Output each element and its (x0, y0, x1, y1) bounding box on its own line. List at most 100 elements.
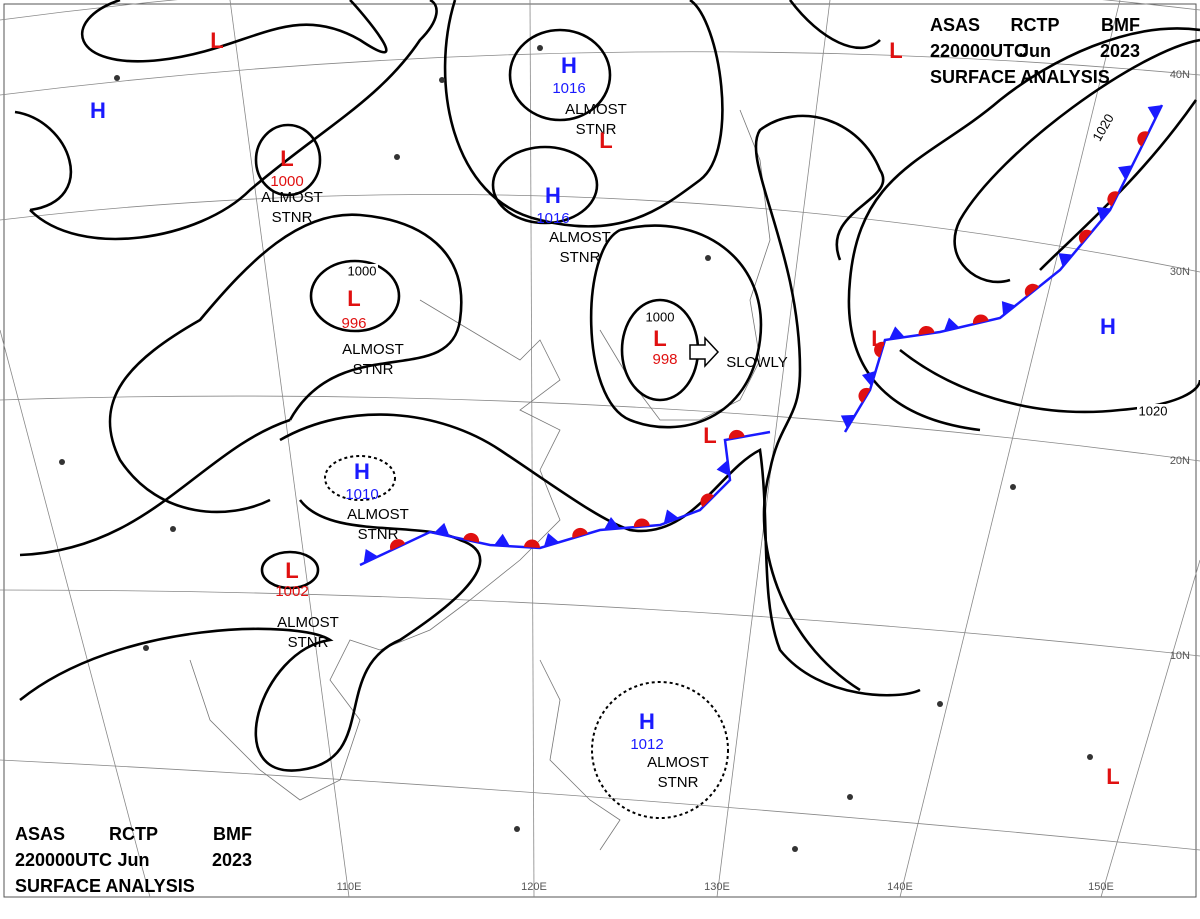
motion-text: ALMOST (261, 189, 323, 206)
isobar (254, 123, 322, 197)
high-symbol: H (561, 53, 577, 78)
longitude-label: 150E (1088, 881, 1114, 893)
isobar (443, 0, 724, 228)
header-text: Jun (1019, 41, 1051, 61)
motion-text: STNR (658, 774, 699, 791)
station (1087, 754, 1093, 760)
latitude-label: 40N (1170, 69, 1190, 81)
cold-front-barb (543, 533, 560, 547)
high-symbol: H (639, 709, 655, 734)
cold-front-barb (888, 326, 905, 340)
station (439, 77, 445, 83)
map-frame (3, 3, 1197, 898)
isobar (589, 224, 763, 429)
low-symbol: L (871, 326, 884, 351)
header-text: SURFACE ANALYSIS (15, 876, 195, 896)
high-symbol: H (354, 459, 370, 484)
motion-text: STNR (288, 634, 329, 651)
motion-arrow (689, 336, 720, 368)
lon-line (716, 0, 831, 898)
isobar-label-bg (644, 310, 676, 326)
cold-front-barb (363, 549, 379, 564)
cold-front-barb (433, 522, 450, 537)
warm-front-barb (1107, 191, 1119, 207)
motion-text: STNR (353, 361, 394, 378)
isobars (14, 0, 1200, 819)
motion-text: STNR (560, 249, 601, 266)
low-symbol: L (347, 286, 360, 311)
header-text: ASAS (930, 15, 980, 35)
isobar-label: 1020 (1139, 403, 1168, 418)
isobar (29, 0, 438, 241)
cold-front-barb (1118, 165, 1133, 180)
isobar (279, 413, 921, 697)
central-pressure: 1010 (345, 486, 378, 503)
header-text: ASAS (15, 824, 65, 844)
central-pressure: 1000 (270, 173, 303, 190)
station (114, 75, 120, 81)
cold-front-barb (1058, 253, 1073, 267)
isobar-label-bg (1137, 404, 1169, 420)
low-symbol: L (703, 423, 716, 448)
header-text: 2023 (212, 850, 252, 870)
station (937, 701, 943, 707)
warm-front-barb (972, 314, 989, 325)
station (143, 645, 149, 651)
coastline (599, 109, 771, 421)
motion-text: STNR (358, 526, 399, 543)
central-pressure: 1016 (536, 210, 569, 227)
motion-text: ALMOST (565, 101, 627, 118)
warm-front-barb (858, 387, 871, 403)
isobar-label: 1000 (646, 309, 675, 324)
warm-front-barb (874, 341, 885, 358)
longitude-label: 120E (521, 881, 547, 893)
high-symbol: H (1100, 314, 1116, 339)
cold-front-barb (1096, 207, 1112, 221)
low-symbol: L (599, 128, 612, 153)
isobar (324, 455, 396, 501)
stations (59, 45, 1093, 852)
isobar (847, 27, 1200, 432)
warm-front-barb (1137, 131, 1149, 147)
station (792, 846, 798, 852)
header-text: RCTP (1011, 15, 1060, 35)
header-text: 220000UTC (930, 41, 1027, 61)
cold-front-barb (493, 533, 510, 547)
motion-text: SLOWLY (726, 354, 787, 371)
warm-front-barb (1078, 229, 1093, 244)
motion-text: ALMOST (647, 754, 709, 771)
warm-front-barb (389, 539, 406, 551)
cold-front-barb (861, 370, 876, 387)
header-text: RCTP (109, 824, 158, 844)
header-text: Jun (117, 850, 149, 870)
isobar (309, 259, 401, 333)
lat-line (0, 395, 1200, 462)
station (514, 826, 520, 832)
isobar-label-bg (1089, 110, 1119, 146)
lon-line (0, 329, 151, 898)
motion-text: ALMOST (347, 506, 409, 523)
header-text: 220000UTC (15, 850, 112, 870)
lon-line (229, 0, 350, 898)
coastline (539, 659, 621, 851)
isobar (14, 110, 73, 212)
high-symbol: H (90, 98, 106, 123)
front-line (359, 430, 771, 567)
warm-front-barb (523, 539, 540, 548)
isobar (788, 0, 1200, 414)
lon-line (1100, 559, 1200, 898)
isobar (754, 114, 885, 692)
station (394, 154, 400, 160)
central-pressure: 1016 (552, 80, 585, 97)
warm-front-barb (728, 429, 745, 440)
low-symbol: L (889, 38, 902, 63)
central-pressure: 996 (341, 315, 366, 332)
isobar (591, 681, 729, 819)
coastline (189, 299, 561, 801)
station (847, 794, 853, 800)
station (59, 459, 65, 465)
isobar (80, 0, 388, 63)
motion-text: ALMOST (549, 229, 611, 246)
isobar (508, 28, 612, 122)
